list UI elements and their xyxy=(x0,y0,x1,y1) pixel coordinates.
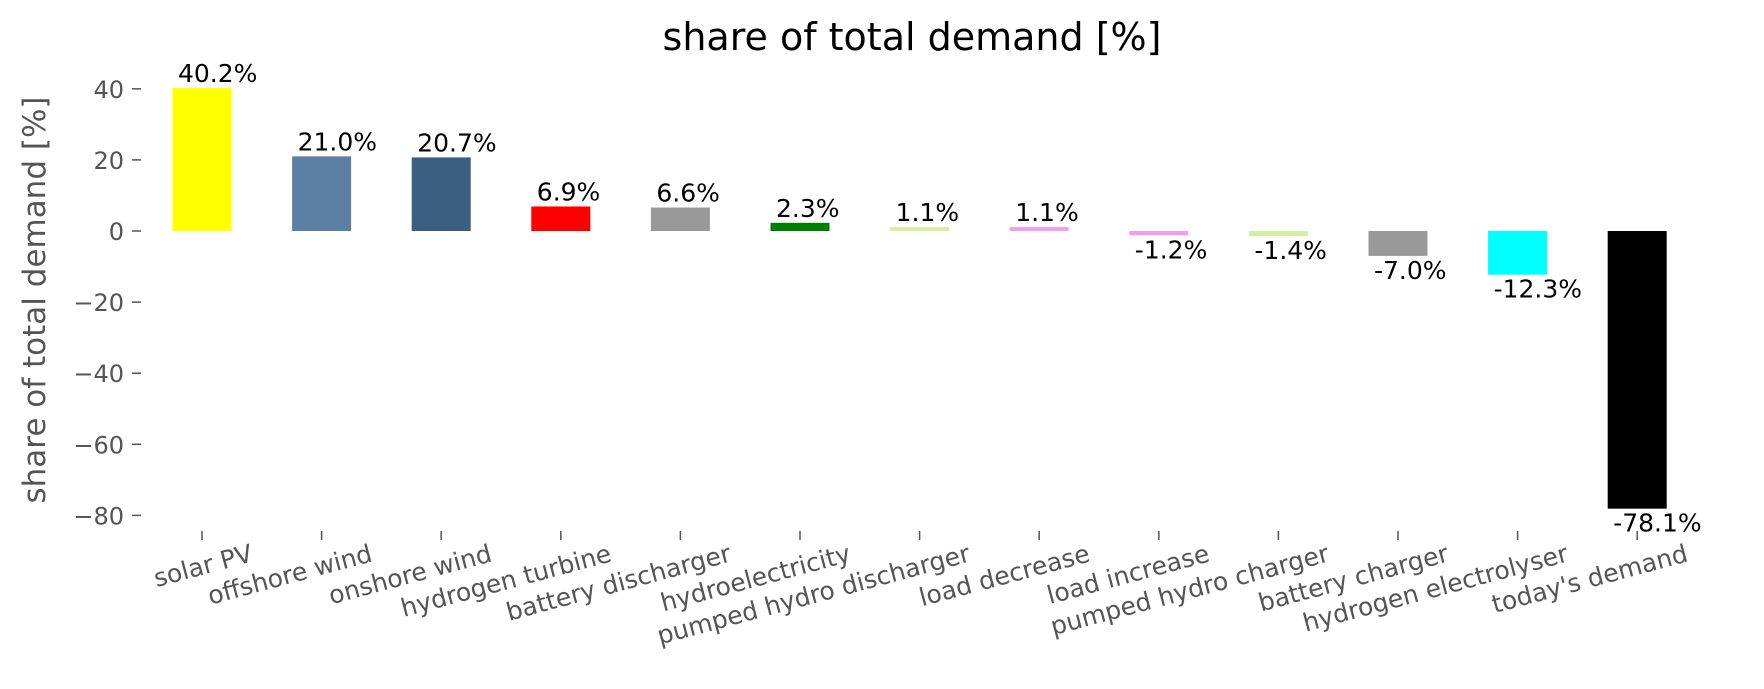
bar-load-decrease xyxy=(1009,227,1069,231)
bar-battery-discharger xyxy=(650,207,710,231)
y-axis: 40 20 0 −20 −40 −60 −80 xyxy=(73,76,141,530)
bar-offshore-wind xyxy=(292,156,352,231)
data-label: -1.4% xyxy=(1254,236,1327,265)
y-tick-label: −80 xyxy=(73,502,124,530)
y-tick-label: −60 xyxy=(73,431,124,459)
y-tick-label: 0 xyxy=(109,218,124,246)
bar-solar-pv xyxy=(172,88,232,232)
bar-pumped-hydro-charger xyxy=(1248,231,1308,236)
data-labels: 40.2% 21.0% 20.7% 6.9% 6.6% 2.3% 1.1% 1.1% -1.2%… xyxy=(178,59,1702,538)
data-label: -78.1% xyxy=(1613,509,1701,538)
data-label: -1.2% xyxy=(1135,235,1208,264)
data-label: 1.1% xyxy=(1015,198,1079,227)
y-tick-label: −40 xyxy=(73,360,124,388)
data-label: 2.3% xyxy=(776,194,840,223)
data-label: -7.0% xyxy=(1374,256,1447,285)
data-label: 1.1% xyxy=(896,198,960,227)
data-label: 6.6% xyxy=(656,179,720,208)
bar-hydrogen-turbine xyxy=(531,206,591,231)
y-tick-label: −20 xyxy=(73,289,124,317)
chart-title: share of total demand [%] xyxy=(663,15,1162,59)
bar-pumped-hydro-discharger xyxy=(890,227,950,231)
bar-hydrogen-electrolyser xyxy=(1488,231,1548,275)
data-label: 21.0% xyxy=(298,127,377,156)
bars xyxy=(172,88,1667,509)
data-label: 6.9% xyxy=(537,177,601,206)
data-label: -12.3% xyxy=(1494,275,1582,304)
y-axis-label: share of total demand [%] xyxy=(17,96,53,503)
y-tick-label: 20 xyxy=(93,147,124,175)
data-label: 20.7% xyxy=(417,128,496,157)
data-label: 40.2% xyxy=(178,59,257,88)
bar-battery-charger xyxy=(1368,231,1428,256)
bar-load-increase xyxy=(1129,231,1189,236)
bar-onshore-wind xyxy=(411,157,471,231)
bar-hydroelectricity xyxy=(770,222,830,231)
y-tick-label: 40 xyxy=(93,76,124,104)
bar-today-s-demand xyxy=(1607,231,1667,509)
